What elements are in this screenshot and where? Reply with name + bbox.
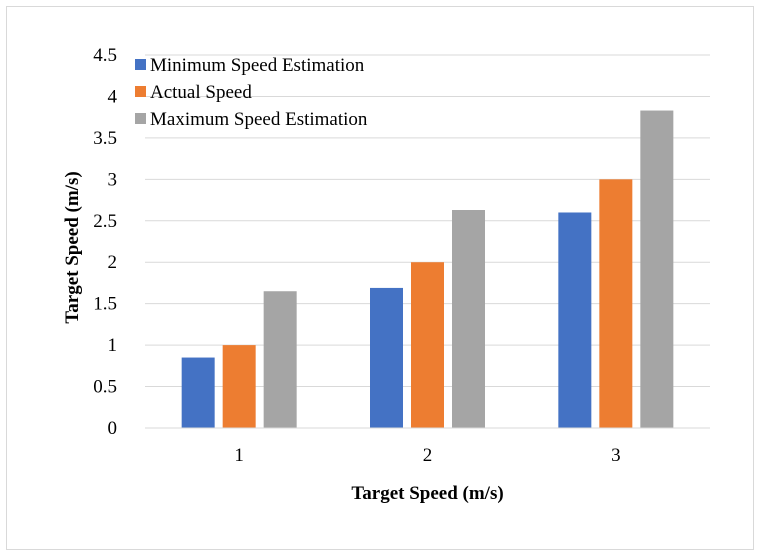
y-tick-label: 3 — [108, 169, 118, 190]
y-tick-label: 1.5 — [93, 294, 117, 315]
bars — [181, 110, 674, 428]
bar-1-3 — [558, 212, 592, 428]
legend-label: Maximum Speed Estimation — [150, 109, 368, 130]
legend-label: Actual Speed — [150, 82, 252, 103]
y-axis-ticks: 0 0.5 1 1.5 2 2.5 3 3.5 4 4.5 — [93, 45, 117, 439]
x-tick-label: 1 — [234, 445, 244, 466]
bar-1-2 — [370, 287, 403, 428]
y-tick-label: 1 — [108, 335, 118, 356]
y-tick-label: 4 — [108, 86, 118, 107]
legend-swatch — [135, 59, 146, 70]
bar-1-1 — [181, 357, 215, 428]
y-tick-label: 3.5 — [93, 128, 117, 149]
x-axis-title: Target Speed (m/s) — [351, 483, 503, 504]
legend-swatch — [135, 86, 146, 97]
bar-2-1 — [222, 345, 256, 428]
bar-3-2 — [452, 210, 485, 428]
bar-2-2 — [411, 262, 444, 428]
x-tick-label: 2 — [423, 445, 433, 466]
y-tick-label: 0.5 — [93, 377, 117, 398]
y-tick-label: 4.5 — [93, 45, 117, 66]
legend-swatch — [135, 113, 146, 124]
bar-2-3 — [599, 179, 633, 428]
y-axis-title: Target Speed (m/s) — [62, 171, 83, 323]
bar-3-1 — [263, 291, 297, 428]
y-tick-label: 0 — [108, 418, 118, 439]
legend-label: Minimum Speed Estimation — [150, 55, 365, 76]
y-tick-label: 2 — [108, 252, 118, 273]
x-tick-label: 3 — [611, 445, 621, 466]
y-tick-label: 2.5 — [93, 211, 117, 232]
bar-3-3 — [640, 110, 674, 428]
x-axis-ticks: 1 2 3 — [234, 445, 620, 466]
legend: Minimum Speed Estimation Actual Speed Maxi… — [135, 55, 368, 130]
